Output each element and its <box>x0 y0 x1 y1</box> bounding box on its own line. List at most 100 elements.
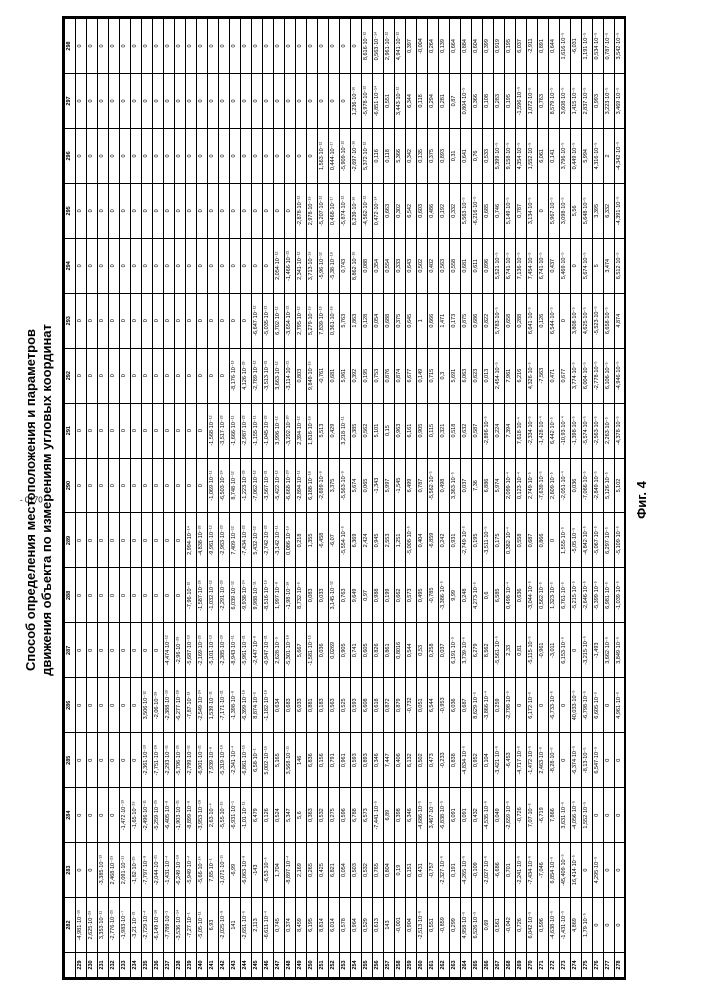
row-header: 254 <box>350 953 361 978</box>
table-cell: -1,466·10⁻²¹ <box>284 238 295 293</box>
table-cell: 0 <box>152 623 163 678</box>
table-cell: 0 <box>108 513 119 568</box>
table-cell: 1,236·10⁻¹⁶ <box>350 74 361 129</box>
table-cell: 0 <box>218 348 229 403</box>
table-cell: 5,399·10⁻⁵ <box>493 128 504 183</box>
table-cell: 0,346 <box>372 733 383 788</box>
table-cell: 0,425 <box>317 843 328 898</box>
table-cell: 0,904 <box>405 898 416 953</box>
table-cell: 0 <box>86 678 97 733</box>
table-cell: 0 <box>196 403 207 458</box>
col-header: 293 <box>64 293 75 348</box>
table-cell: 0 <box>240 74 251 129</box>
table-cell: 6,526·10⁻⁵ <box>471 898 482 953</box>
table-cell: 5,759·10⁻⁵ <box>625 458 626 513</box>
table-cell: -0,109 <box>471 843 482 898</box>
landscape-content: Способ определения местоположения и пара… <box>23 20 683 980</box>
table-cell: 0 <box>581 843 592 898</box>
table-cell: -3,21·10⁻²¹ <box>130 898 141 953</box>
table-cell: -2,027·10⁻⁶ <box>482 843 493 898</box>
table-cell: -6,031 <box>570 19 581 74</box>
table-cell: 2,628·10⁻⁵ <box>273 623 284 678</box>
table-cell: 7,07·10⁻⁶ <box>526 788 537 843</box>
table-cell: 1,471 <box>438 293 449 348</box>
table-cell: 0 <box>559 733 570 788</box>
table-cell: 0 <box>119 128 130 183</box>
table-row: 240-5,05·10⁻¹¹-5,66·10⁻¹⁴-3,953·10⁻¹⁸-6,… <box>196 19 207 978</box>
table-cell: 0,905 <box>416 403 427 458</box>
table-cell: 0 <box>119 403 130 458</box>
table-cell: 0 <box>119 458 130 513</box>
table-cell: -2,496·10⁻¹¹ <box>141 788 152 843</box>
table-cell: 0 <box>75 183 86 238</box>
table-cell: 0 <box>174 238 185 293</box>
table-cell: 0 <box>262 183 273 238</box>
row-header: 230 <box>86 953 97 978</box>
table-cell: 4,958·10⁻⁶ <box>460 898 471 953</box>
table-cell: 0,715 <box>427 348 438 403</box>
table-cell: -1,398·10⁻⁸ <box>229 678 240 733</box>
table-cell: -2,987·10⁻²³ <box>240 403 251 458</box>
table-cell: 0,195 <box>471 513 482 568</box>
table-cell: 0,636 <box>515 568 526 623</box>
row-header: 279 <box>625 953 626 978</box>
table-row: 2452,113-1436,4796,58·10⁻¹8,874·10⁻⁵-2,4… <box>251 19 262 978</box>
table-cell: 0,677 <box>559 348 570 403</box>
table-cell: 0,593 <box>350 733 361 788</box>
table-cell: 0,8016 <box>394 623 405 678</box>
table-cell: 0,826 <box>372 623 383 678</box>
row-header: 243 <box>229 953 240 978</box>
table-cell: 0,76 <box>471 128 482 183</box>
table-cell: 0,013 <box>482 348 493 403</box>
table-cell: 5,432·10⁻¹² <box>251 513 262 568</box>
table-cell: -2,044·10⁻²¹ <box>152 843 163 898</box>
table-cell: 3,363·10⁻⁵ <box>449 458 460 513</box>
table-cell: 0 <box>152 568 163 623</box>
table-cell: 0 <box>152 513 163 568</box>
row-header: 246 <box>262 953 273 978</box>
table-cell: 0 <box>163 513 174 568</box>
table-cell: 1,415·10⁻⁵ <box>570 74 581 129</box>
table-cell: 0 <box>75 403 86 458</box>
table-cell: -3,044·10⁻⁵ <box>526 568 537 623</box>
row-header: 270 <box>526 953 537 978</box>
table-cell: -6,611·10⁻⁴ <box>262 898 273 953</box>
table-cell: 0 <box>75 788 86 843</box>
table-cell: 0 <box>75 678 86 733</box>
table-cell: 0 <box>86 788 97 843</box>
table-cell: 0 <box>174 128 185 183</box>
table-cell: -6,719 <box>537 788 548 843</box>
row-header: 240 <box>196 953 207 978</box>
table-cell: 0,562·10⁻⁵ <box>537 568 548 623</box>
table-cell: 0 <box>130 513 141 568</box>
table-row: 2498,4592,1695,61466,0335,6678,732·10⁻⁵0… <box>295 19 306 978</box>
table-cell: 0,875 <box>460 293 471 348</box>
row-index-header <box>64 953 75 978</box>
table-cell: 0 <box>614 788 625 843</box>
table-cell: 0,115 <box>427 403 438 458</box>
table-cell: 6,702·10⁻¹² <box>273 293 284 348</box>
table-cell: -6,851·10⁻¹⁴ <box>372 74 383 129</box>
table-cell: 0,354 <box>372 238 383 293</box>
table-cell: -4,391·10⁻⁵ <box>614 183 625 238</box>
table-cell: 0 <box>207 348 218 403</box>
table-cell: 0,561 <box>493 898 504 953</box>
table-row: 2540,9640,5036,7880,5930,5930,7419,6496,… <box>350 19 361 978</box>
table-cell: -2,799·10⁻¹¹ <box>185 733 196 788</box>
table-cell: -2,96·10⁻²⁸ <box>174 623 185 678</box>
table-cell: 0,687 <box>526 513 537 568</box>
table-cell: 6,677 <box>405 348 416 403</box>
table-cell: 0,529 <box>361 898 372 953</box>
table-cell: -6,249·10⁻¹⁸ <box>174 843 185 898</box>
table-cell: 0 <box>185 458 196 513</box>
table-cell: 0 <box>119 348 130 403</box>
table-cell: 0 <box>251 74 262 129</box>
table-row: 2302,625·10⁻²⁹0000000000000000 <box>86 19 97 978</box>
row-header: 272 <box>548 953 559 978</box>
table-cell: -4,638·10⁻⁶ <box>548 898 559 953</box>
table-cell: 0 <box>97 733 108 788</box>
table-cell: -5,319·10⁻¹⁸ <box>218 733 229 788</box>
row-header: 261 <box>427 953 438 978</box>
table-cell: -5,101·10⁻¹³ <box>207 623 218 678</box>
table-cell: 0,604 <box>471 19 482 74</box>
